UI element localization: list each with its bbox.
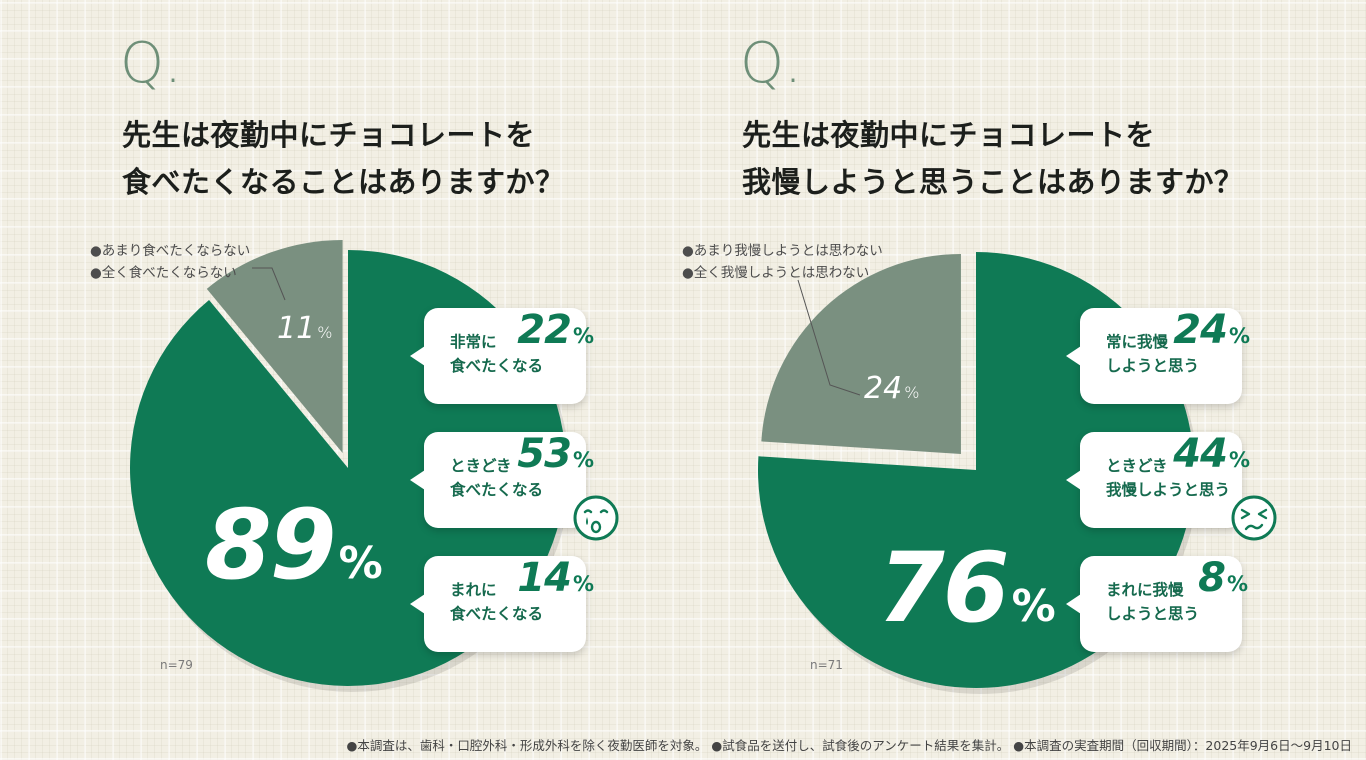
callout-line: ●あまり食べたくならない [90,243,251,259]
main-slice-value: 76 [878,532,1010,644]
chart-panel-1: Q. 先生は夜勤中にチョコレートを 食べたくなることはありますか？ ●あまり食べ… [0,0,683,720]
pie-slice-minor [761,253,961,454]
bubble-label-line: ときどき [1106,457,1168,475]
bubble-value: 24% [1173,310,1250,350]
question-line-1: 先生は夜勤中にチョコレートを [742,118,1156,152]
minor-slice-value: 11 [277,311,316,346]
sample-size: n=79 [160,658,193,672]
main-slice-unit: % [338,538,383,589]
bubble-value: 22% [517,310,594,350]
q-mark: Q. [120,31,182,96]
bubble-label: まれに我慢 しようと思う [1106,578,1199,626]
sample-size: n=71 [810,658,843,672]
bubble-value-number: 8 [1198,555,1226,601]
callout-leader [797,279,861,396]
question-line-2: 食べたくなることはありますか？ [122,164,565,199]
bubble-label-line: 非常に [450,333,497,351]
bubble-value: 14% [517,558,594,598]
minor-callout: ●あまり我慢しようとは思わない ●全く我慢しようとは思わない [682,240,883,285]
breakdown-bubble-2: ときどき 我慢しようと思う 44% [1066,432,1250,528]
question-title: 先生は夜勤中にチョコレートを 我慢しようと思うことはありますか？ [742,112,1282,206]
bubble-value-unit: % [572,572,594,596]
minor-slice-unit: % [317,323,333,342]
breakdown-bubble-1: 非常に 食べたくなる 22% [410,308,594,404]
bubble-value: 8% [1198,558,1248,598]
minor-slice-label: 11% [277,314,332,344]
bubble-value-unit: % [572,448,594,472]
breakdown-bubble-1: 常に我慢 しようと思う 24% [1066,308,1250,404]
bubble-value: 44% [1173,434,1250,474]
question-title: 先生は夜勤中にチョコレートを 食べたくなることはありますか？ [122,112,662,206]
pie-slice-minor [206,239,343,453]
main-slice-label: 76% [878,540,1056,636]
callout-line: ●全く我慢しようとは思わない [682,265,870,282]
bubble-label: 非常に 食べたくなる [450,330,543,378]
bubble-label-line: しようと思う [1106,605,1200,624]
bubble-label: まれに 食べたくなる [450,578,543,626]
minor-slice-value: 24 [864,371,903,406]
bubble-label: 常に我慢 しようと思う [1106,330,1199,378]
bubble-value: 53% [517,434,594,474]
chart-panel-2: Q. 先生は夜勤中にチョコレートを 我慢しようと思うことはありますか？ ●あまり… [620,0,1303,720]
main-slice-unit: % [1011,581,1056,632]
bubble-value-number: 22 [517,307,572,353]
bubble-label-line: 食べたくなる [450,357,544,376]
question-line-2: 我慢しようと思うことはありますか？ [742,164,1244,199]
callout-line: ●あまり我慢しようとは思わない [682,243,883,259]
frustrated-face-icon [1231,495,1277,541]
bubble-value-number: 44 [1173,431,1228,477]
bubble-label-line: まれに [450,581,497,599]
main-slice-label: 89% [205,497,383,593]
minor-slice-unit: % [904,383,920,402]
bubble-value-unit: % [1228,324,1250,348]
bubble-label-line: まれに我慢 [1106,581,1184,599]
minor-slice-label: 24% [864,374,919,404]
bubble-label-line: 食べたくなる [450,605,544,624]
question-line-1: 先生は夜勤中にチョコレートを [122,118,536,152]
minor-callout: ●あまり食べたくならない ●全く食べたくならない [90,240,250,285]
bubble-label-line: 我慢しようと思う [1106,481,1231,500]
bubble-label: ときどき 食べたくなる [450,454,543,502]
main-slice-value: 89 [205,489,337,601]
bubble-label-line: 食べたくなる [450,481,544,500]
bubble-label: ときどき 我慢しようと思う [1106,454,1230,502]
callout-line: ●全く食べたくならない [90,265,237,282]
bubble-value-number: 53 [517,431,572,477]
breakdown-bubble-3: まれに 食べたくなる 14% [410,556,594,652]
crying-face-icon [573,495,619,541]
breakdown-bubble-2: ときどき 食べたくなる 53% [410,432,594,528]
q-mark: Q. [740,31,802,96]
bubble-label-line: ときどき [450,457,512,475]
bubble-value-unit: % [1228,448,1250,472]
breakdown-bubble-3: まれに我慢 しようと思う 8% [1066,556,1248,652]
callout-leader [252,267,286,301]
bubble-label-line: しようと思う [1106,357,1200,376]
bubble-label-line: 常に我慢 [1106,333,1169,351]
bubble-value-number: 24 [1173,307,1228,353]
bubble-value-unit: % [1226,572,1248,596]
bubble-value-number: 14 [517,555,572,601]
footnote: ●本調査は、歯科・口腔外科・形成外科を除く夜勤医師を対象。 ●試食品を送付し、試… [346,738,1353,753]
bubble-value-unit: % [572,324,594,348]
